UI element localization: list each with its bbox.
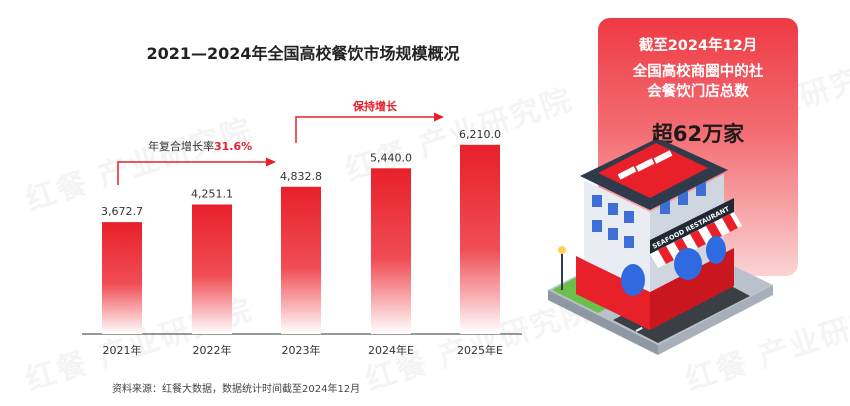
category-label-1: 2022年 [193,343,232,357]
value-label-0: 3,672.7 [101,205,143,218]
bar-0 [102,222,142,334]
value-label-4: 6,210.0 [459,128,501,141]
category-label-4: 2025年E [457,343,503,357]
info-line-2: 全国高校商圈中的社 [632,64,764,80]
cagr-arrowhead [266,157,276,167]
growth-arrowhead [434,112,444,122]
source-note: 资料来源：红餐大数据，数据统计时间截至2024年12月 [112,384,361,395]
value-label-1: 4,251.1 [191,188,233,201]
category-label-0: 2021年 [103,343,142,357]
value-label-3: 5,440.0 [370,151,412,164]
bar-4 [460,144,500,334]
category-label-3: 2024年E [368,343,414,357]
bar-2 [281,186,321,334]
category-label-2: 2023年 [282,343,321,357]
value-label-2: 4,832.8 [280,170,322,183]
cagr-label: 年复合增长率31.6% [148,139,252,153]
info-highlight: 超62万家 [651,122,745,146]
cagr-prefix: 年复合增长率 [148,139,214,153]
bar-1 [192,204,232,334]
growth-arrow [295,116,436,143]
cagr-value: 31.6% [214,140,252,153]
cagr-arrow [117,161,268,185]
bar-chart: 3,672.7 2021年 4,251.1 2022年 4,832.8 2023年 5,44… [82,99,522,357]
growth-label: 保持增长 [352,99,398,113]
restaurant-illustration: SEAFOOD RESTAURANT [548,140,773,355]
chart-title: 2021—2024年全国高校餐饮市场规模概况 [146,44,460,63]
info-line-1: 截至2024年12月 [638,38,758,54]
bar-3 [371,168,411,334]
info-line-3: 会餐饮门店总数 [647,84,749,100]
